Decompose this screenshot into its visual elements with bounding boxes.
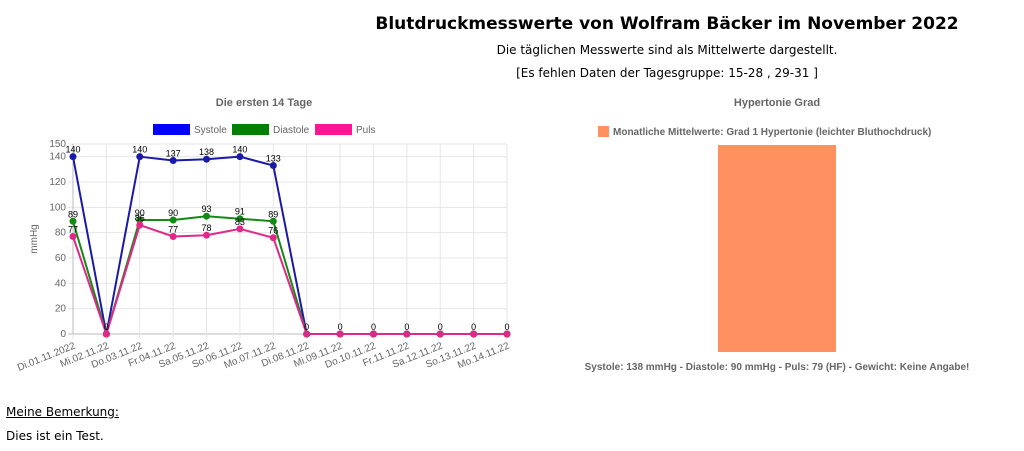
data-point-systole bbox=[69, 153, 77, 161]
data-point-puls bbox=[436, 330, 444, 338]
data-point-puls bbox=[269, 234, 277, 242]
data-point-diastole bbox=[269, 217, 277, 225]
legend-label-diastole: Diastole bbox=[273, 125, 310, 136]
series-line-systole bbox=[72, 155, 507, 335]
data-label: 140 bbox=[132, 145, 147, 155]
series-line-puls bbox=[72, 223, 507, 338]
data-label: 0 bbox=[338, 322, 343, 332]
y-axis-label: mmHg bbox=[29, 224, 40, 253]
page-title: Blutdruckmesswerte von Wolfram Bäcker im… bbox=[375, 14, 959, 34]
y-tick-label: 100 bbox=[49, 202, 66, 213]
data-point-puls bbox=[69, 232, 77, 240]
hypertension-chart: Hypertonie Grad Monatliche Mittelwerte: G… bbox=[585, 97, 970, 373]
legend-label: Monatliche Mittelwerte: Grad 1 Hypertoni… bbox=[613, 127, 931, 138]
data-label: 86 bbox=[135, 213, 145, 223]
data-label: 0 bbox=[471, 322, 476, 332]
y-tick-label: 60 bbox=[55, 253, 67, 264]
remark-label: Meine Bemerkung: bbox=[6, 405, 119, 419]
data-point-puls bbox=[470, 330, 478, 338]
data-label: 140 bbox=[232, 145, 247, 155]
chart-title: Die ersten 14 Tage bbox=[216, 97, 312, 109]
data-point-puls bbox=[169, 232, 177, 240]
data-label: 90 bbox=[168, 208, 178, 218]
data-point-puls bbox=[136, 221, 144, 229]
line-chart: Die ersten 14 Tage Systole Diastole Puls 0 20… bbox=[16, 97, 512, 374]
data-label: 0 bbox=[404, 322, 409, 332]
legend-swatch-systole bbox=[153, 124, 190, 135]
data-label: 0 bbox=[504, 322, 509, 332]
missing-data-note: [Es fehlen Daten der Tagesgruppe: 15-28 … bbox=[516, 66, 818, 80]
chart-title: Hypertonie Grad bbox=[734, 97, 820, 109]
y-tick-label: 0 bbox=[60, 329, 66, 340]
y-tick-label: 150 bbox=[49, 139, 66, 150]
data-label: 140 bbox=[65, 145, 80, 155]
legend-label-systole: Systole bbox=[194, 125, 227, 136]
y-tick-label: 140 bbox=[49, 152, 66, 163]
data-point-systole bbox=[136, 153, 144, 161]
data-point-puls bbox=[303, 330, 311, 338]
chart-footer: Systole: 138 mmHg - Diastole: 90 mmHg - … bbox=[585, 362, 970, 373]
y-tick-label: 120 bbox=[49, 177, 66, 188]
remark-text: Dies ist ein Test. bbox=[6, 429, 104, 443]
y-tick-label: 40 bbox=[55, 278, 67, 289]
data-point-puls bbox=[336, 330, 344, 338]
y-tick-label: 80 bbox=[55, 228, 67, 239]
data-point-puls bbox=[503, 330, 511, 338]
data-label: 138 bbox=[199, 147, 214, 157]
page-subtitle: Die täglichen Messwerte sind als Mittelw… bbox=[496, 43, 838, 57]
data-point-systole bbox=[269, 162, 277, 170]
data-point-diastole bbox=[203, 212, 211, 220]
data-point-diastole bbox=[169, 216, 177, 224]
data-point-systole bbox=[169, 156, 177, 164]
data-label: 133 bbox=[266, 154, 281, 164]
data-point-diastole bbox=[236, 215, 244, 223]
legend-swatch-puls bbox=[315, 124, 352, 135]
data-label: 91 bbox=[235, 207, 245, 217]
legend-swatch bbox=[598, 126, 609, 137]
data-point-diastole bbox=[136, 216, 144, 224]
legend-label-puls: Puls bbox=[356, 125, 375, 136]
data-label: 93 bbox=[202, 204, 212, 214]
data-label: 0 bbox=[304, 322, 309, 332]
legend-swatch-diastole bbox=[232, 124, 269, 135]
data-label: 89 bbox=[268, 209, 278, 219]
bar bbox=[718, 145, 836, 352]
data-point-puls bbox=[236, 225, 244, 233]
data-label: 78 bbox=[202, 223, 212, 233]
data-label: 76 bbox=[268, 226, 278, 236]
y-tick-label: 20 bbox=[55, 304, 67, 315]
data-point-systole bbox=[203, 155, 211, 163]
data-point-systole bbox=[236, 153, 244, 161]
data-point-puls bbox=[369, 330, 377, 338]
data-point-diastole bbox=[69, 217, 77, 225]
data-point-puls bbox=[102, 330, 110, 338]
data-label: 0 bbox=[438, 322, 443, 332]
data-point-puls bbox=[203, 231, 211, 239]
data-label: 137 bbox=[166, 148, 181, 158]
data-label: 77 bbox=[68, 224, 78, 234]
data-label: 0 bbox=[371, 322, 376, 332]
data-label: 0 bbox=[104, 322, 109, 332]
data-label: 89 bbox=[68, 209, 78, 219]
data-point-puls bbox=[403, 330, 411, 338]
data-label: 83 bbox=[235, 217, 245, 227]
data-label: 90 bbox=[135, 208, 145, 218]
data-label: 77 bbox=[168, 224, 178, 234]
